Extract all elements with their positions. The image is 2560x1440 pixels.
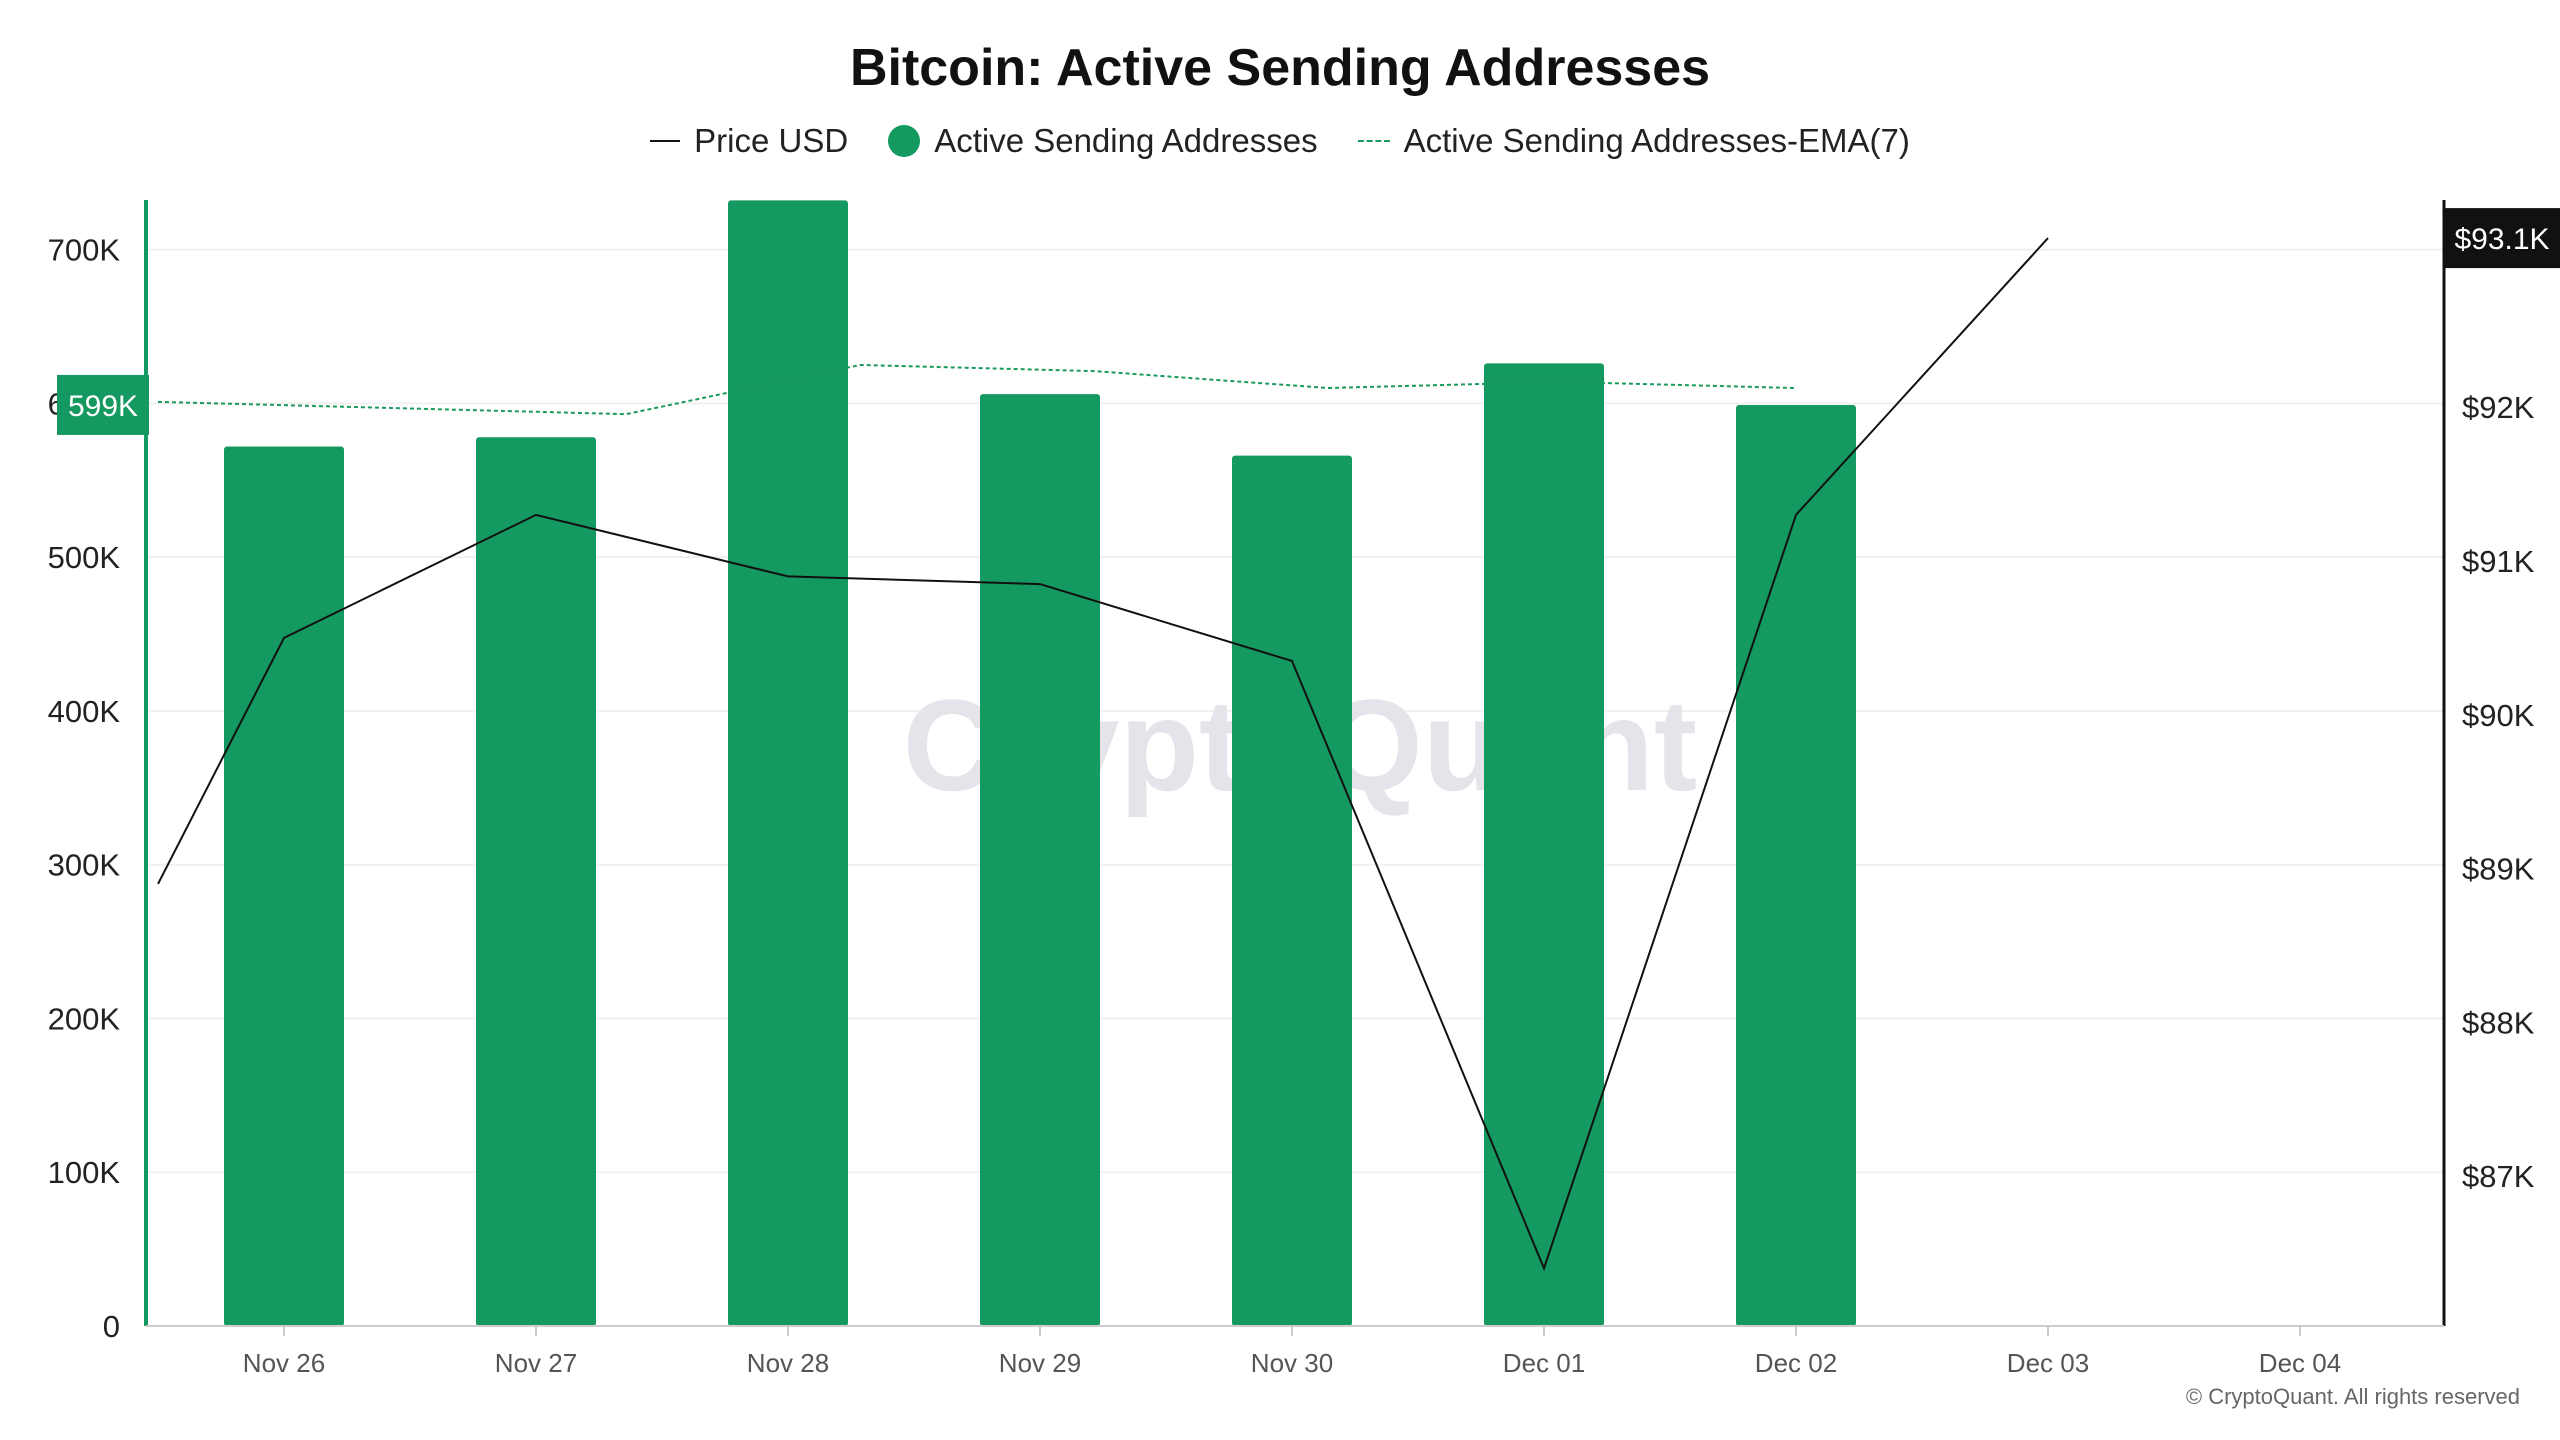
x-tick-label: Dec 02 — [1755, 1348, 1837, 1378]
bar — [1484, 363, 1604, 1327]
bar — [1232, 455, 1352, 1326]
x-tick-label: Dec 03 — [2007, 1348, 2089, 1378]
bar — [980, 394, 1100, 1326]
x-tick-label: Dec 04 — [2259, 1348, 2341, 1378]
price-line — [157, 237, 2049, 1272]
legend-label-ema: Active Sending Addresses-EMA(7) — [1403, 122, 1910, 159]
right-tick-label: $90K — [2462, 698, 2535, 733]
left-tick-label: 0 — [103, 1309, 120, 1344]
x-tick-label: Dec 01 — [1503, 1348, 1585, 1378]
chart-legend: Price USD Active Sending Addresses Activ… — [0, 122, 2560, 160]
left-tick-label: 700K — [48, 233, 121, 268]
legend-dash-icon — [1357, 140, 1390, 142]
bar — [224, 446, 344, 1326]
legend-item-active-sending[interactable]: Active Sending Addresses — [888, 122, 1318, 160]
legend-label-active-sending: Active Sending Addresses — [934, 122, 1318, 159]
right-tick-label: $89K — [2462, 852, 2535, 887]
x-tick-label: Nov 27 — [495, 1348, 577, 1378]
right-value-badge — [2445, 208, 2560, 269]
right-value-badge-label: $93.1K — [2454, 223, 2549, 256]
legend-label-price: Price USD — [694, 122, 849, 159]
chart-title: Bitcoin: Active Sending Addresses — [849, 39, 1711, 97]
bar — [476, 437, 596, 1326]
left-value-badge — [57, 374, 149, 435]
right-tick-label: $92K — [2462, 390, 2535, 425]
x-tick-label: Nov 29 — [999, 1348, 1081, 1378]
right-tick-label: $91K — [2462, 544, 2535, 579]
left-tick-label: 100K — [48, 1155, 121, 1190]
legend-dot-icon — [888, 125, 921, 157]
right-tick-label: $87K — [2462, 1159, 2535, 1194]
legend-line-icon — [650, 140, 681, 142]
x-tick-label: Nov 28 — [747, 1348, 829, 1378]
copyright-text: © CryptoQuant. All rights reserved — [2185, 1384, 2520, 1409]
bar — [1736, 404, 1856, 1326]
left-value-badge-label: 599K — [68, 390, 138, 423]
legend-item-price[interactable]: Price USD — [650, 122, 848, 160]
x-tick-label: Nov 26 — [243, 1348, 325, 1378]
left-tick-label: 500K — [48, 540, 121, 575]
ema-line — [157, 363, 1796, 416]
bar — [728, 200, 848, 1327]
left-tick-label: 400K — [48, 694, 121, 729]
left-tick-label: 200K — [48, 1001, 121, 1036]
x-tick-label: Nov 30 — [1251, 1348, 1333, 1378]
legend-item-ema[interactable]: Active Sending Addresses-EMA(7) — [1357, 122, 1910, 160]
left-tick-label: 300K — [48, 848, 121, 883]
right-tick-label: $88K — [2462, 1005, 2535, 1040]
